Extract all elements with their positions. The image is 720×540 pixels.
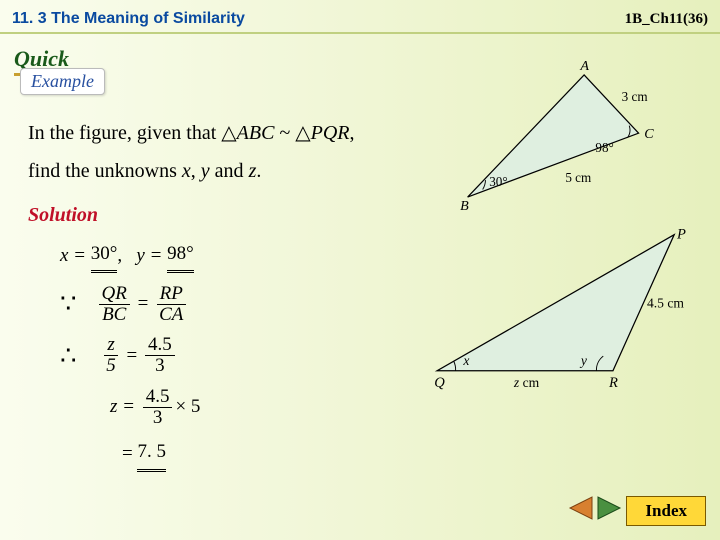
text: PQR xyxy=(311,122,350,144)
text: , xyxy=(191,160,201,182)
x-answer: 30° xyxy=(91,239,118,273)
text: z = xyxy=(110,392,135,422)
text: . xyxy=(256,160,261,182)
triangle-abc-figure: A B C 3 cm 98° 30° 5 cm xyxy=(453,58,688,213)
text: x = xyxy=(60,241,86,271)
vertex-b-label: B xyxy=(460,198,469,213)
vertex-a-label: A xyxy=(579,58,589,74)
vertex-c-label: C xyxy=(644,126,654,142)
because-symbol: ∵ xyxy=(60,283,77,325)
text: × 5 xyxy=(175,392,200,422)
text: ~ △ xyxy=(274,122,310,144)
text: y xyxy=(201,160,210,182)
side-bc-label: 5 cm xyxy=(565,170,592,185)
text: and xyxy=(210,160,249,182)
text: CA xyxy=(156,305,186,325)
text: y = xyxy=(136,241,162,271)
therefore-symbol: ∴ xyxy=(60,335,77,377)
text: RP xyxy=(157,284,186,305)
side-qr-label: z cm xyxy=(513,375,540,390)
text: 5 xyxy=(103,356,119,376)
header: 11. 3 The Meaning of Similarity 1B_Ch11(… xyxy=(0,0,720,34)
side-ac-label: 3 cm xyxy=(622,89,649,104)
side-pr-label: 4.5 cm xyxy=(647,296,684,311)
text: 3 xyxy=(152,356,168,376)
text: QR xyxy=(99,284,130,305)
next-arrow-icon[interactable] xyxy=(596,495,624,526)
text: x xyxy=(182,160,191,182)
angle-r-label: y xyxy=(579,353,588,368)
text: BC xyxy=(99,305,129,325)
prev-arrow-icon[interactable] xyxy=(566,495,594,526)
angle-q-label: x xyxy=(462,353,469,368)
y-answer: 98° xyxy=(167,239,194,273)
z-answer: 7. 5 xyxy=(137,437,166,471)
angle-b-label: 30° xyxy=(489,174,507,189)
example-label: Example xyxy=(20,68,105,95)
text: find the unknowns xyxy=(28,160,182,182)
vertex-p-label: P xyxy=(676,227,686,243)
nav-controls: Index xyxy=(566,495,706,526)
page-reference: 1B_Ch11(36) xyxy=(625,11,708,28)
chapter-title: 11. 3 The Meaning of Similarity xyxy=(12,10,245,28)
text: , xyxy=(350,122,355,144)
text: 3 xyxy=(150,408,166,428)
triangle-pqr-figure: P Q R 4.5 cm x y z cm xyxy=(433,225,688,395)
index-button[interactable]: Index xyxy=(626,496,706,526)
angle-c-label: 98° xyxy=(595,140,613,155)
text: 4.5 xyxy=(145,335,175,356)
quick-example-badge: Quick Example xyxy=(14,46,164,94)
text: z xyxy=(104,335,117,356)
text: 4.5 xyxy=(143,387,173,408)
text: ABC xyxy=(237,122,275,144)
z-line-2: = 7. 5 xyxy=(122,437,720,471)
text: In the figure, given that △ xyxy=(28,122,237,144)
text: = xyxy=(122,439,133,469)
text: , xyxy=(117,241,122,271)
vertex-q-label: Q xyxy=(434,375,445,391)
vertex-r-label: R xyxy=(608,375,618,391)
